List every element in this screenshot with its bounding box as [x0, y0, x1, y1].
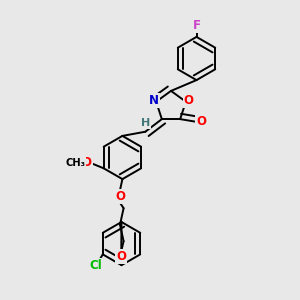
Text: F: F — [193, 19, 200, 32]
Text: O: O — [115, 190, 125, 203]
Text: N: N — [149, 94, 159, 107]
Text: O: O — [82, 156, 92, 170]
Text: O: O — [116, 250, 126, 263]
Text: CH₃: CH₃ — [65, 158, 86, 168]
Text: O: O — [196, 115, 206, 128]
Text: O: O — [184, 94, 194, 107]
Text: Cl: Cl — [90, 259, 103, 272]
Text: H: H — [141, 118, 150, 128]
